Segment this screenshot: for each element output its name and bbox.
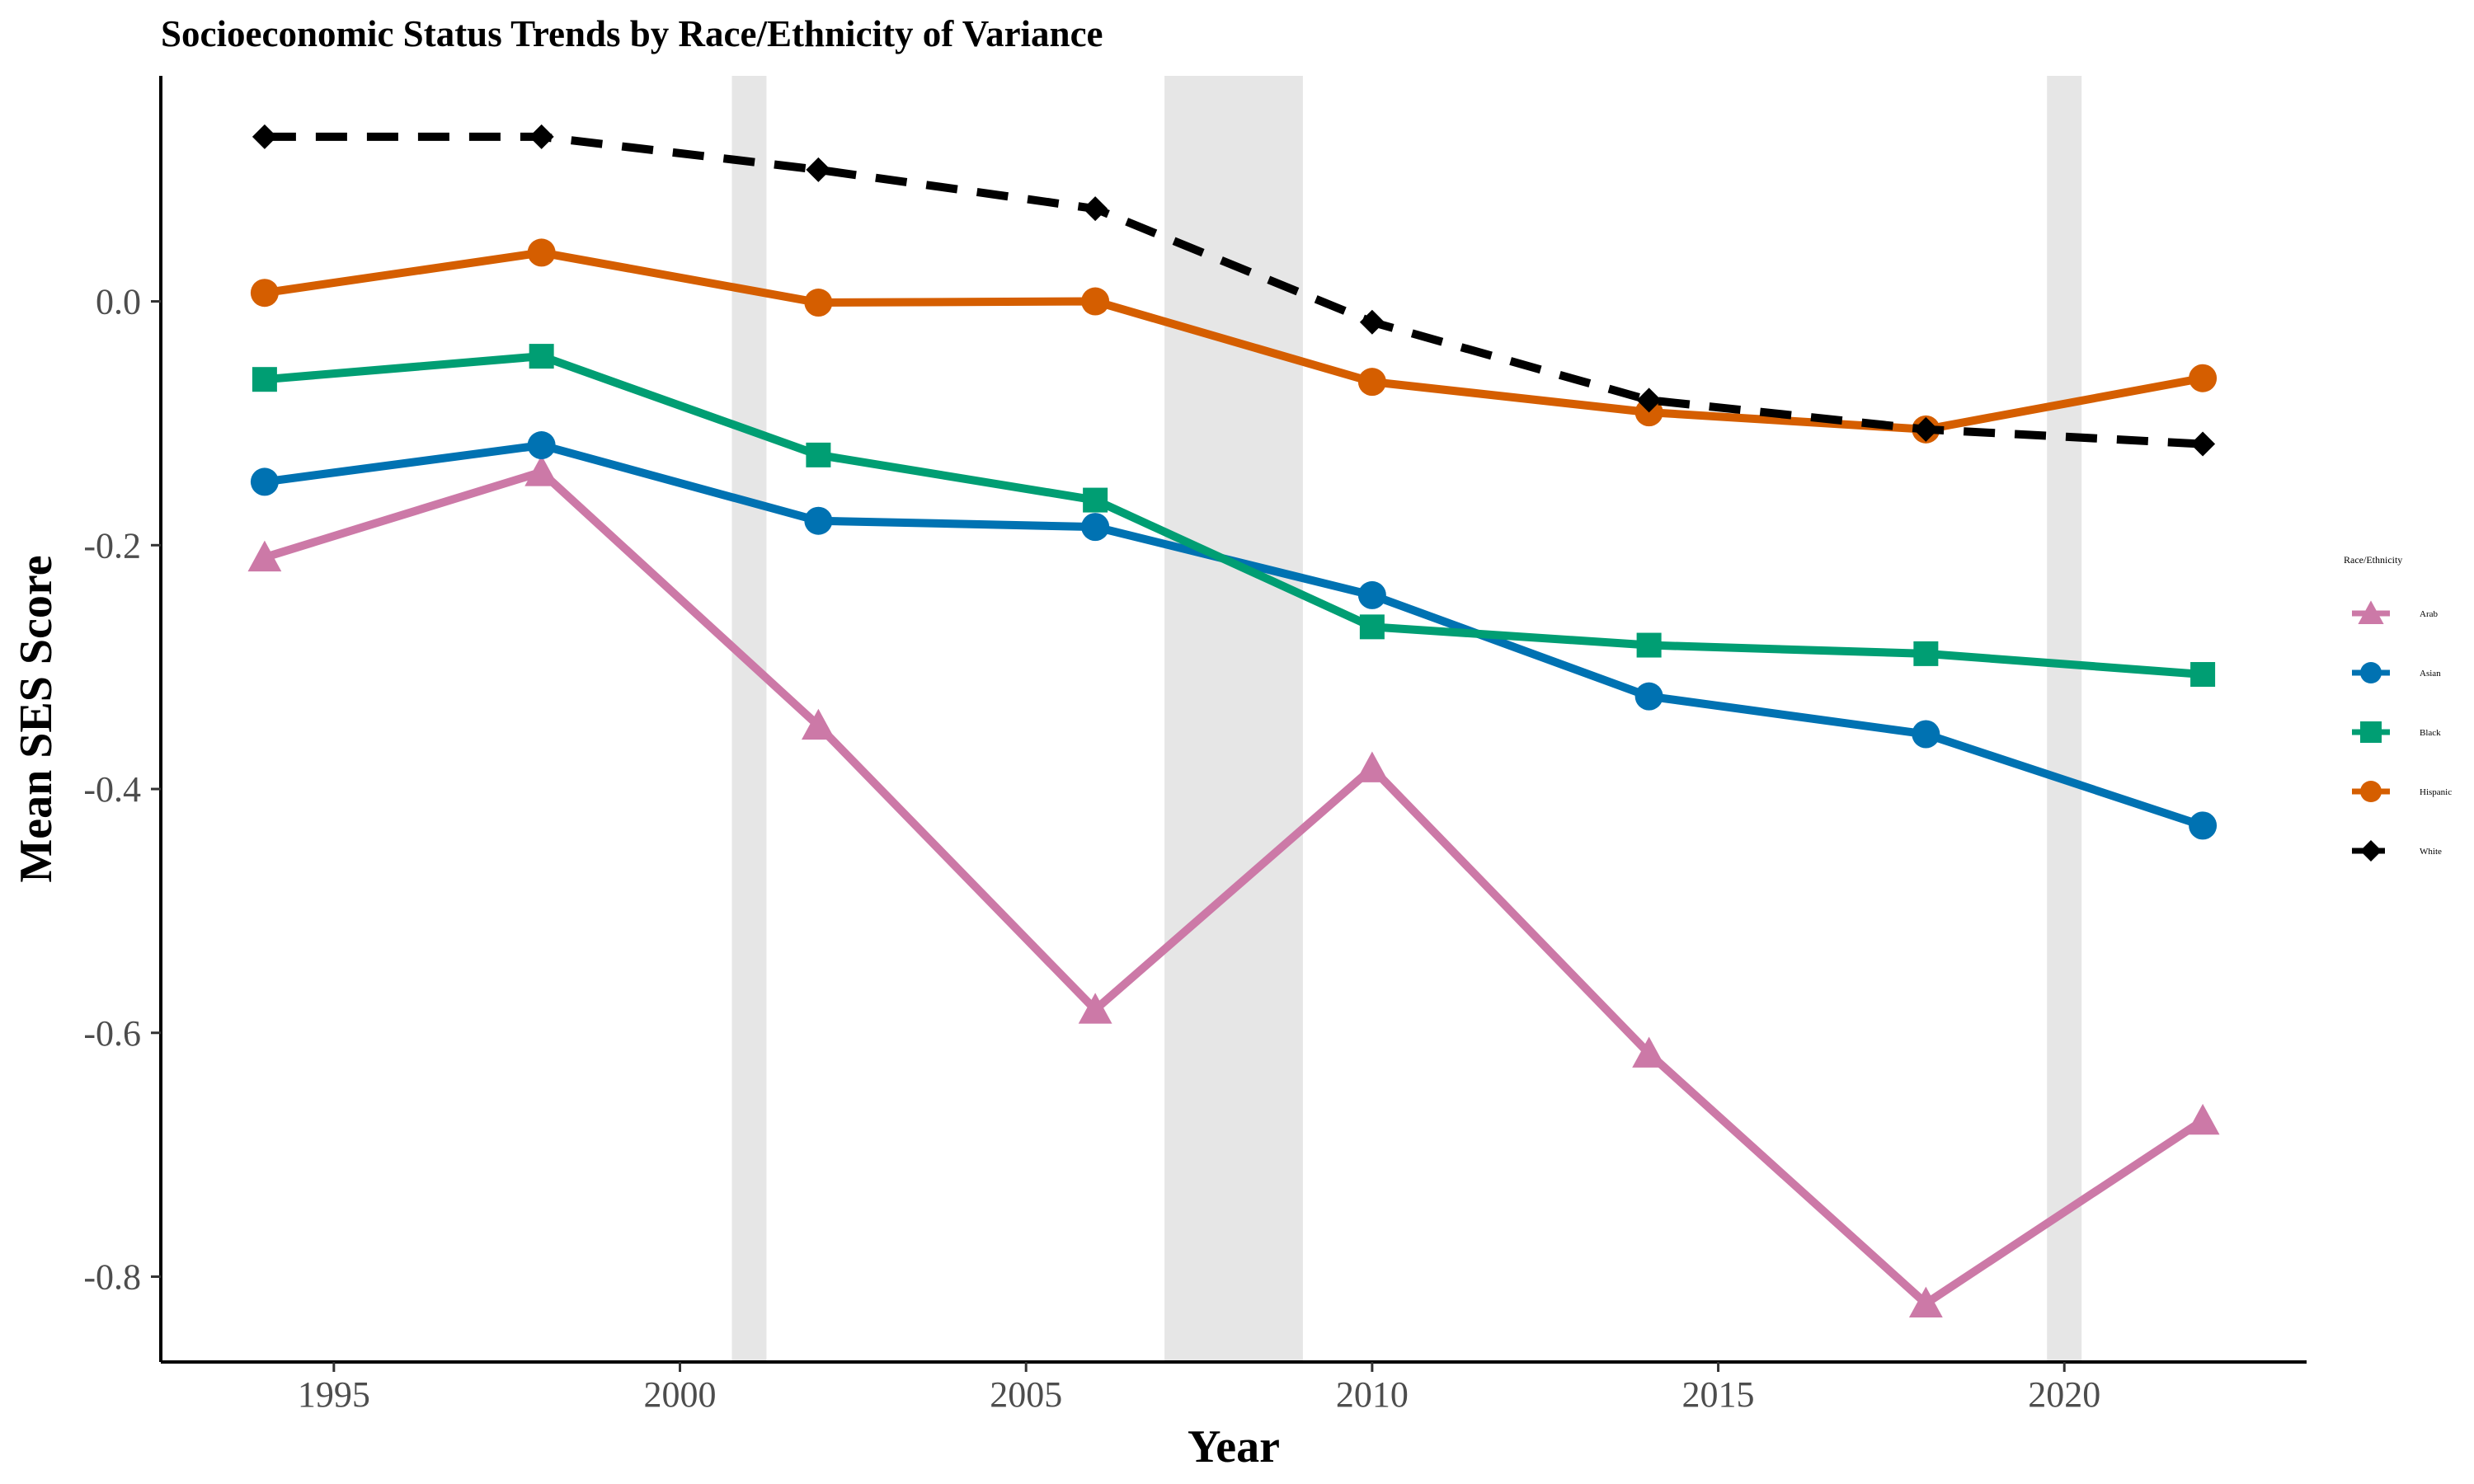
- axes: [159, 76, 2307, 1364]
- data-point-hispanic-2022: [2189, 364, 2218, 392]
- data-point-white-1998: [529, 124, 554, 149]
- series-line-arab: [263, 467, 2205, 1308]
- data-point-white-2010: [1359, 309, 1385, 335]
- y-ticks: 0.0 -0.2 -0.4 -0.6 -0.8: [83, 282, 161, 1297]
- legend-key-marker-hispanic: [2360, 781, 2382, 802]
- data-point-black-2022: [2190, 662, 2216, 688]
- x-ticks: 1995 2000 2005 2010 2015 2020: [298, 1362, 2100, 1415]
- data-point-black-1998: [529, 344, 554, 369]
- y-axis-title: Mean SES Score: [11, 555, 62, 882]
- data-point-white-2014: [1636, 387, 1662, 413]
- series-arab: [247, 455, 2220, 1318]
- data-point-arab-2014: [1632, 1036, 1667, 1068]
- data-point-white-2006: [1083, 196, 1108, 222]
- data-point-black-2014: [1636, 632, 1662, 658]
- data-point-arab-2018: [1908, 1286, 1943, 1318]
- legend: Race/Ethnicity Arab Asian Black Hispanic Whi…: [2344, 554, 2452, 862]
- data-point-hispanic-2010: [1357, 368, 1386, 397]
- series-layer: [247, 124, 2220, 1318]
- data-point-asian-2006: [1081, 513, 1110, 542]
- shaded-period-2: [1164, 76, 1303, 1362]
- x-tick-label-1995: 1995: [298, 1374, 370, 1415]
- shaded-period-1: [731, 76, 767, 1362]
- y-tick-label-2: -0.4: [83, 769, 141, 810]
- legend-label-hispanic: Hispanic: [2420, 787, 2452, 797]
- x-tick-label-2010: 2010: [1336, 1374, 1409, 1415]
- legend-item-asian: Asian: [2352, 662, 2441, 683]
- data-point-black-2010: [1359, 614, 1385, 640]
- x-axis-title: Year: [1188, 1421, 1280, 1472]
- series-line-white: [264, 132, 2204, 448]
- x-tick-label-2015: 2015: [1682, 1374, 1755, 1415]
- legend-item-black: Black: [2352, 721, 2441, 743]
- data-point-white-1994: [252, 124, 277, 149]
- series-line-black: [264, 352, 2204, 679]
- data-point-white-2018: [1913, 416, 1939, 442]
- shaded-periods: [731, 76, 2082, 1362]
- data-point-white-2022: [2190, 431, 2216, 457]
- legend-key-marker-black: [2360, 721, 2382, 743]
- legend-item-arab: Arab: [2352, 600, 2438, 624]
- data-point-asian-2018: [1912, 720, 1940, 749]
- legend-label-asian: Asian: [2420, 669, 2441, 679]
- y-tick-label-1: -0.2: [83, 525, 141, 566]
- x-tick-label-2000: 2000: [644, 1374, 717, 1415]
- data-point-arab-1998: [524, 455, 559, 486]
- legend-item-white: White: [2352, 840, 2442, 862]
- data-point-arab-2002: [801, 708, 835, 740]
- data-point-arab-1994: [247, 540, 282, 572]
- data-point-white-2002: [806, 157, 831, 182]
- legend-key-marker-arab: [2358, 600, 2384, 624]
- legend-item-hispanic: Hispanic: [2352, 781, 2452, 802]
- series-black: [252, 344, 2216, 688]
- x-tick-label-2005: 2005: [990, 1374, 1062, 1415]
- y-tick-label-0: 0.0: [96, 282, 141, 322]
- data-point-hispanic-2002: [804, 289, 833, 317]
- legend-label-arab: Arab: [2420, 609, 2438, 619]
- data-point-arab-2022: [2185, 1103, 2220, 1135]
- data-point-black-2006: [1083, 487, 1108, 513]
- x-tick-label-2020: 2020: [2028, 1374, 2100, 1415]
- chart-title: Socioeconomic Status Trends by Race/Ethn…: [161, 13, 1103, 54]
- data-point-black-2002: [806, 442, 831, 467]
- data-point-arab-2010: [1355, 751, 1390, 782]
- data-point-arab-2006: [1078, 993, 1112, 1024]
- data-point-hispanic-2006: [1081, 287, 1110, 316]
- y-tick-label-4: -0.8: [83, 1256, 141, 1297]
- data-point-asian-2010: [1357, 580, 1386, 609]
- series-white: [252, 124, 2216, 457]
- data-point-asian-2022: [2189, 811, 2218, 840]
- legend-key-marker-white: [2360, 840, 2382, 862]
- legend-title: Race/Ethnicity: [2344, 554, 2402, 566]
- y-tick-label-3: -0.6: [83, 1013, 141, 1054]
- data-point-black-2018: [1913, 641, 1939, 666]
- data-point-black-1994: [252, 367, 277, 392]
- data-point-asian-1994: [250, 467, 279, 496]
- data-point-hispanic-1998: [527, 238, 556, 267]
- legend-label-black: Black: [2420, 728, 2441, 738]
- data-point-asian-2014: [1634, 682, 1663, 711]
- data-point-asian-1998: [527, 431, 556, 460]
- shaded-period-3: [2047, 76, 2082, 1362]
- data-point-asian-2002: [804, 506, 833, 535]
- legend-label-white: White: [2420, 847, 2442, 857]
- legend-key-marker-asian: [2360, 662, 2382, 683]
- data-point-hispanic-1994: [250, 279, 279, 308]
